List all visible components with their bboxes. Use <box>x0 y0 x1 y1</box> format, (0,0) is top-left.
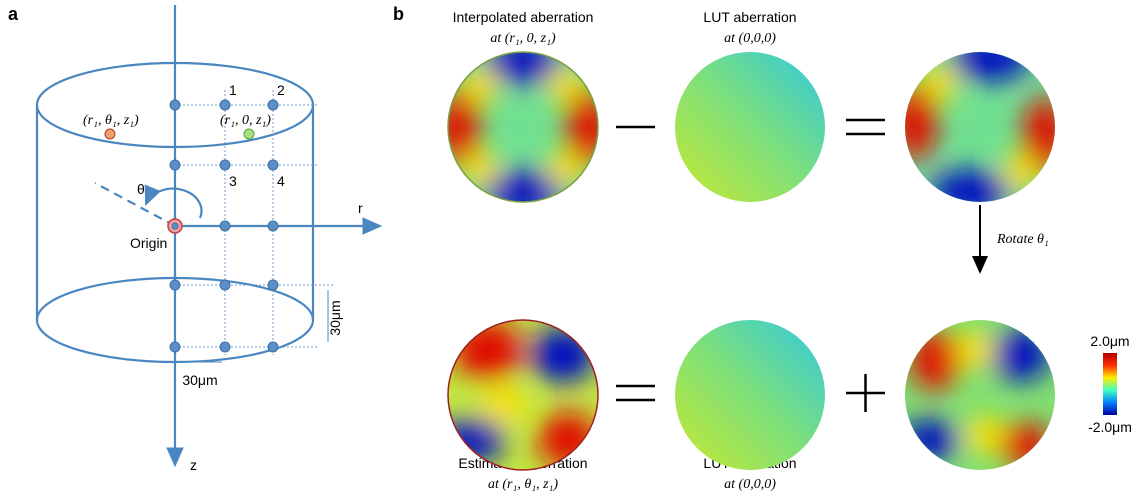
point-label: 2 <box>277 82 285 98</box>
map-subtitle: at (0,0,0) <box>724 477 776 492</box>
equals-sign <box>846 120 885 134</box>
aberration-map <box>441 315 603 475</box>
panel-label: a <box>8 4 19 24</box>
colorbar-min: -2.0μm <box>1088 419 1132 435</box>
colorbar <box>1103 353 1117 415</box>
scale-label: 30μm <box>182 372 217 388</box>
equals-sign <box>616 386 655 400</box>
map-title: Interpolated aberration <box>453 9 594 25</box>
aberration-map <box>675 52 825 202</box>
theta-arc <box>146 189 201 218</box>
origin-label: Origin <box>130 235 167 251</box>
colorbar-max: 2.0μm <box>1090 333 1129 349</box>
map-subtitle: at (r₁, θ₁, z₁) <box>488 477 558 492</box>
rotate-label: Rotate θ₁ <box>996 232 1049 247</box>
aberration-map <box>675 320 825 470</box>
map-subtitle: at (r₁, 0, z₁) <box>490 31 556 46</box>
aberration-map <box>900 315 1060 475</box>
point-label: 1 <box>229 82 237 98</box>
coordinate-label: (r₁, θ₁, z₁) <box>83 113 139 128</box>
point-label: 4 <box>277 173 285 189</box>
panel-label: b <box>393 4 404 24</box>
theta-label: θ <box>137 181 145 197</box>
aberration-map <box>893 37 1067 214</box>
figure: a 1 2 3 4 (r₁, θ₁, z₁) (r₁, 0, z₁) Origi… <box>0 0 1138 499</box>
map-subtitle: at (0,0,0) <box>724 31 776 46</box>
plus-sign <box>846 374 885 412</box>
z-label: z <box>190 457 197 473</box>
r-label: r <box>358 200 363 216</box>
map-title: LUT aberration <box>703 9 796 25</box>
point-label: 3 <box>229 173 237 189</box>
aberration-map <box>436 40 610 214</box>
scale-label: 30μm <box>327 300 343 335</box>
coordinate-label: (r₁, 0, z₁) <box>220 113 271 128</box>
